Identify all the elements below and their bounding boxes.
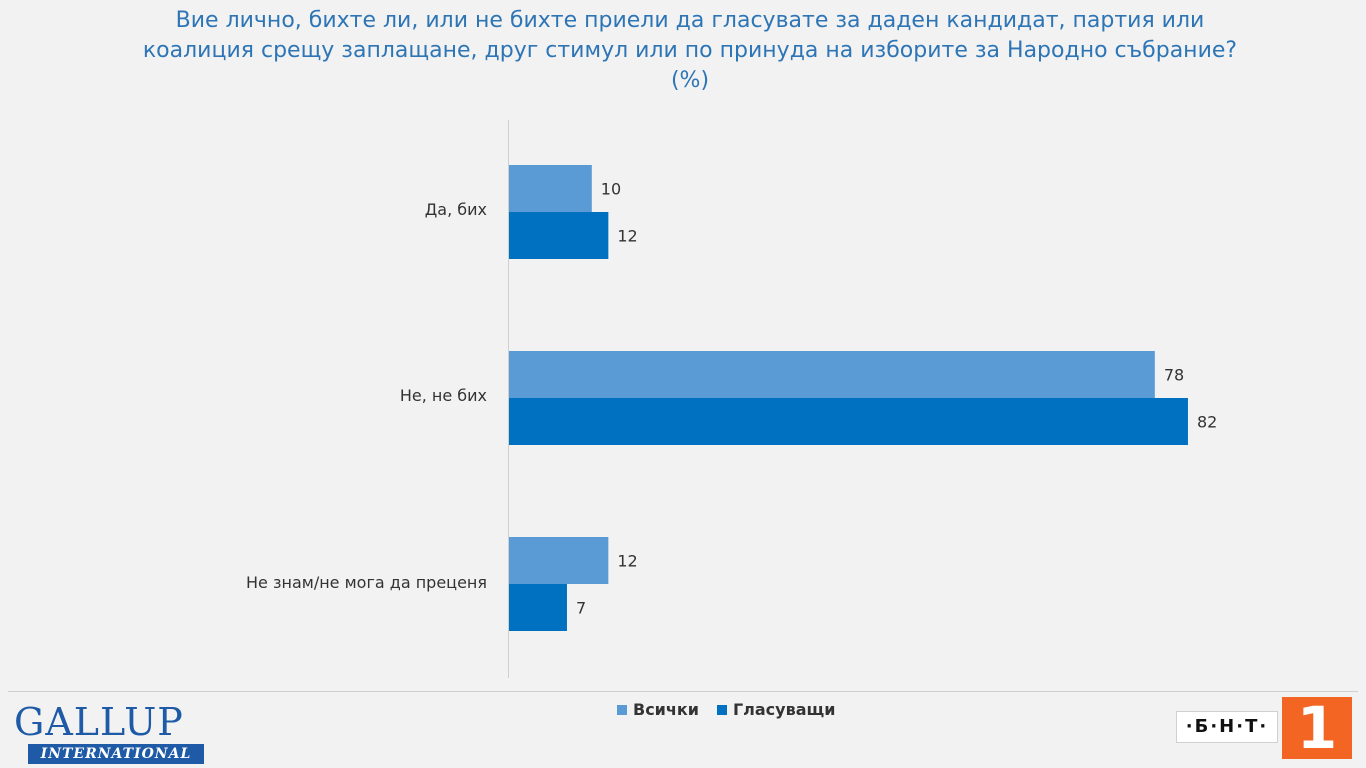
- legend-label-all: Всички: [633, 700, 699, 719]
- chart-title-line-2: коалиция срещу заплащане, друг стимул ил…: [142, 38, 1238, 63]
- bottom-divider: [8, 691, 1358, 692]
- bnt1-logo: ·Б·Н·Т· 1: [1176, 697, 1356, 759]
- legend: Всички Гласуващи: [617, 700, 835, 719]
- gallup-logo-word: GALLUP: [14, 700, 184, 744]
- legend-item-all: Всички: [617, 700, 699, 719]
- bar-voters: [509, 212, 609, 259]
- legend-swatch-voters: [716, 704, 727, 715]
- data-label: 7: [576, 599, 586, 618]
- category-label: Не, не бих: [400, 386, 487, 405]
- legend-swatch-all: [617, 704, 627, 715]
- chart-title-line-3: (%): [670, 68, 710, 93]
- bar-all: [509, 351, 1155, 398]
- data-label: 82: [1197, 413, 1217, 432]
- bar-all: [509, 165, 592, 212]
- data-label: 12: [617, 552, 637, 571]
- category-label: Да, бих: [425, 200, 487, 219]
- bar-chart: Да, бих 10 12 Не, не бих 78 82 Не знам/не мога…: [246, 120, 1217, 678]
- bar-voters: [509, 584, 567, 631]
- bar-voters: [509, 398, 1188, 445]
- chart-title-line-1: Вие лично, бихте ли, или не бихте приели…: [175, 8, 1205, 33]
- gallup-international-logo: GALLUP INTERNATIONAL: [10, 700, 210, 766]
- gallup-logo-subtitle: INTERNATIONAL: [28, 744, 204, 764]
- category-label: Не знам/не мога да преценя: [246, 573, 487, 592]
- bar-all: [509, 537, 609, 584]
- data-label: 12: [617, 227, 637, 246]
- bnt-logo-text: ·Б·Н·Т·: [1176, 711, 1278, 743]
- data-label: 10: [601, 180, 621, 199]
- data-label: 78: [1164, 366, 1184, 385]
- legend-item-voters: Гласуващи: [716, 700, 836, 719]
- bnt-logo-number: 1: [1282, 697, 1352, 759]
- legend-label-voters: Гласуващи: [732, 700, 836, 719]
- chart-title: Вие лично, бихте ли, или не бихте приели…: [90, 6, 1290, 96]
